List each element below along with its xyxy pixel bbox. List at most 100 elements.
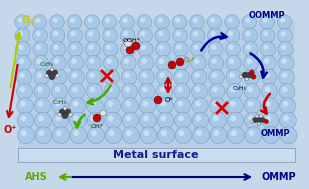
Circle shape bbox=[140, 127, 157, 144]
Circle shape bbox=[193, 45, 199, 50]
Text: O₂*: O₂* bbox=[184, 57, 196, 63]
Circle shape bbox=[211, 45, 216, 50]
Circle shape bbox=[229, 58, 234, 64]
Circle shape bbox=[265, 87, 270, 92]
Circle shape bbox=[37, 87, 43, 92]
Circle shape bbox=[277, 28, 292, 43]
Circle shape bbox=[156, 83, 172, 99]
Circle shape bbox=[283, 115, 289, 121]
Circle shape bbox=[210, 127, 227, 144]
Circle shape bbox=[260, 117, 265, 123]
Circle shape bbox=[242, 72, 248, 78]
Circle shape bbox=[248, 115, 254, 121]
Circle shape bbox=[141, 31, 146, 36]
Circle shape bbox=[35, 112, 51, 129]
Circle shape bbox=[194, 58, 199, 64]
Circle shape bbox=[260, 15, 274, 29]
Circle shape bbox=[87, 98, 103, 114]
Circle shape bbox=[34, 69, 49, 85]
Circle shape bbox=[142, 101, 148, 107]
Text: Metal surface: Metal surface bbox=[113, 150, 199, 160]
Circle shape bbox=[246, 58, 252, 64]
Circle shape bbox=[121, 69, 137, 85]
Circle shape bbox=[17, 112, 34, 129]
Circle shape bbox=[231, 115, 236, 121]
Circle shape bbox=[122, 127, 139, 144]
Circle shape bbox=[52, 112, 69, 129]
Circle shape bbox=[124, 58, 129, 64]
Circle shape bbox=[226, 69, 242, 85]
Circle shape bbox=[173, 42, 188, 57]
Circle shape bbox=[178, 115, 184, 121]
Circle shape bbox=[90, 87, 95, 92]
Circle shape bbox=[142, 58, 147, 64]
Circle shape bbox=[278, 55, 294, 71]
Circle shape bbox=[139, 98, 156, 114]
Circle shape bbox=[210, 112, 226, 129]
Circle shape bbox=[243, 55, 259, 71]
Circle shape bbox=[125, 87, 130, 92]
Circle shape bbox=[190, 28, 205, 43]
Circle shape bbox=[214, 130, 219, 136]
Circle shape bbox=[17, 98, 33, 114]
Circle shape bbox=[260, 28, 275, 43]
Circle shape bbox=[155, 42, 171, 57]
Circle shape bbox=[257, 122, 260, 125]
Circle shape bbox=[279, 69, 294, 85]
Circle shape bbox=[108, 101, 113, 107]
Circle shape bbox=[51, 55, 66, 71]
Circle shape bbox=[74, 130, 79, 136]
Circle shape bbox=[71, 45, 76, 50]
Circle shape bbox=[193, 31, 198, 36]
Circle shape bbox=[261, 69, 277, 85]
Circle shape bbox=[16, 83, 32, 99]
Circle shape bbox=[196, 130, 202, 136]
Circle shape bbox=[168, 61, 176, 69]
Circle shape bbox=[226, 42, 240, 57]
Circle shape bbox=[265, 101, 271, 107]
Text: OH*: OH* bbox=[91, 123, 104, 129]
Circle shape bbox=[89, 72, 95, 78]
Circle shape bbox=[208, 28, 222, 43]
Circle shape bbox=[264, 45, 269, 50]
Circle shape bbox=[209, 83, 225, 99]
Circle shape bbox=[242, 15, 257, 29]
Circle shape bbox=[175, 127, 192, 144]
Circle shape bbox=[243, 42, 258, 57]
Circle shape bbox=[160, 87, 165, 92]
Circle shape bbox=[225, 15, 239, 29]
Circle shape bbox=[53, 18, 58, 23]
Circle shape bbox=[174, 83, 190, 99]
Circle shape bbox=[104, 83, 120, 99]
Circle shape bbox=[193, 127, 210, 144]
Circle shape bbox=[50, 28, 65, 43]
Circle shape bbox=[32, 15, 47, 29]
Text: OOMMP: OOMMP bbox=[249, 12, 285, 20]
Circle shape bbox=[105, 18, 110, 23]
Circle shape bbox=[231, 130, 237, 136]
Circle shape bbox=[138, 28, 152, 43]
Circle shape bbox=[125, 101, 131, 107]
Circle shape bbox=[247, 87, 253, 92]
Text: OOH*: OOH* bbox=[123, 38, 141, 43]
Circle shape bbox=[239, 75, 243, 78]
Circle shape bbox=[91, 115, 96, 121]
Circle shape bbox=[172, 15, 187, 29]
Circle shape bbox=[228, 18, 233, 23]
Circle shape bbox=[137, 15, 152, 29]
Circle shape bbox=[20, 115, 26, 121]
Circle shape bbox=[262, 98, 278, 114]
Polygon shape bbox=[18, 20, 295, 148]
Circle shape bbox=[68, 28, 83, 43]
Circle shape bbox=[68, 42, 83, 57]
Circle shape bbox=[88, 18, 93, 23]
Circle shape bbox=[20, 87, 25, 92]
Circle shape bbox=[16, 69, 32, 85]
Circle shape bbox=[68, 55, 84, 71]
Circle shape bbox=[263, 127, 280, 144]
Circle shape bbox=[138, 42, 153, 57]
Circle shape bbox=[157, 98, 173, 114]
Circle shape bbox=[121, 55, 136, 71]
Circle shape bbox=[18, 127, 35, 144]
Circle shape bbox=[160, 101, 166, 107]
